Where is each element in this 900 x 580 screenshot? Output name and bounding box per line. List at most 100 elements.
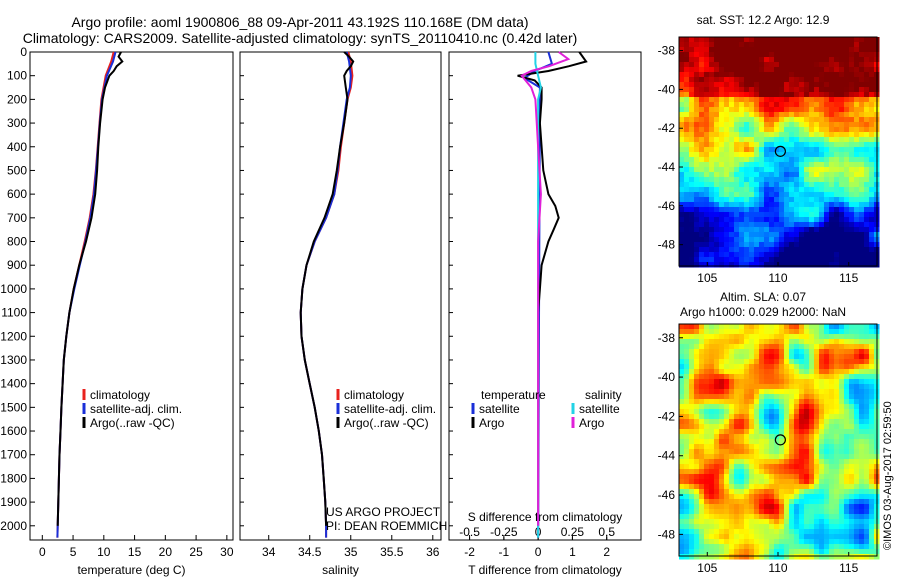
map-cell (694, 504, 700, 510)
pi-label: PI: DEAN ROEMMICH (326, 519, 447, 533)
map-cell (859, 429, 865, 435)
map-cell (844, 142, 850, 148)
map-cell (859, 167, 865, 173)
map-cell (694, 147, 700, 153)
map-cell (734, 489, 740, 495)
map-cell (714, 544, 720, 550)
map-cell (699, 237, 705, 243)
map-cell (829, 444, 835, 450)
map-cell (759, 172, 765, 178)
legend-label: satellite-adj. clim. (344, 402, 436, 416)
map-cell (714, 217, 720, 223)
map-cell (769, 87, 775, 93)
map-cell (684, 77, 690, 83)
map-cell (684, 52, 690, 58)
map-cell (679, 384, 685, 390)
map-cell (764, 197, 770, 203)
map-cell (869, 217, 875, 223)
map-cell (809, 72, 815, 78)
map-cell (864, 252, 870, 258)
map-cell (719, 519, 725, 525)
map-cell (814, 237, 820, 243)
map-cell (844, 47, 850, 53)
map-cell (684, 112, 690, 118)
map-cell (709, 182, 715, 188)
map-cell (859, 242, 865, 248)
map-cell (749, 112, 755, 118)
map-cell (689, 212, 695, 218)
map-cell (859, 464, 865, 470)
map-cell (774, 212, 780, 218)
map-cell (824, 504, 830, 510)
map-cell (864, 87, 870, 93)
map-cell (859, 157, 865, 163)
map-cell (699, 364, 705, 370)
map-cell (869, 444, 875, 450)
map-cell (754, 142, 760, 148)
map-cell (689, 82, 695, 88)
map-cell (789, 509, 795, 515)
map-cell (679, 424, 685, 430)
map-cell (789, 247, 795, 253)
map-cell (739, 404, 745, 410)
map-cell (769, 82, 775, 88)
map-cell (869, 404, 875, 410)
map-cell (839, 489, 845, 495)
map-cell (749, 147, 755, 153)
map-cell (854, 379, 860, 385)
map-cell (774, 339, 780, 345)
map-cell (869, 509, 875, 515)
map-cell (719, 544, 725, 550)
map-cell (719, 354, 725, 360)
map-cell (714, 197, 720, 203)
map-cell (794, 242, 800, 248)
map-cell (729, 554, 735, 560)
map-cell (709, 409, 715, 415)
map-cell (744, 242, 750, 248)
map-cell (849, 524, 855, 530)
map-cell (834, 242, 840, 248)
map-cell (719, 414, 725, 420)
map-cell (809, 539, 815, 545)
map-cell (844, 122, 850, 128)
map-cell (694, 544, 700, 550)
map-cell (829, 404, 835, 410)
map-cell (709, 464, 715, 470)
map-cell (834, 167, 840, 173)
map-cell (814, 464, 820, 470)
map-cell (804, 107, 810, 113)
map-cell (699, 359, 705, 365)
map-cell (869, 102, 875, 108)
y-tick-label: 0 (20, 45, 27, 59)
map-cell (779, 167, 785, 173)
map-cell (864, 92, 870, 98)
map-cell (769, 232, 775, 238)
map-cell (834, 117, 840, 123)
map-cell (794, 454, 800, 460)
map-cell (769, 349, 775, 355)
map-cell (784, 499, 790, 505)
map-cell (719, 484, 725, 490)
map-cell (704, 539, 710, 545)
map-cell (699, 344, 705, 350)
map-cell (799, 47, 805, 53)
map-cell (759, 112, 765, 118)
map-cell (824, 137, 830, 143)
map-cell (789, 82, 795, 88)
map-cell (754, 252, 760, 258)
map-cell (774, 142, 780, 148)
map-cell (759, 414, 765, 420)
map-cell (789, 494, 795, 500)
map-cell (799, 202, 805, 208)
map-cell (839, 197, 845, 203)
map-cell (719, 459, 725, 465)
map-cell (829, 197, 835, 203)
map-cell (789, 197, 795, 203)
map-cell (804, 539, 810, 545)
map-cell (754, 409, 760, 415)
map-cell (769, 92, 775, 98)
map-cell (714, 172, 720, 178)
map-cell (734, 509, 740, 515)
map-cell (824, 434, 830, 440)
map-cell (834, 429, 840, 435)
